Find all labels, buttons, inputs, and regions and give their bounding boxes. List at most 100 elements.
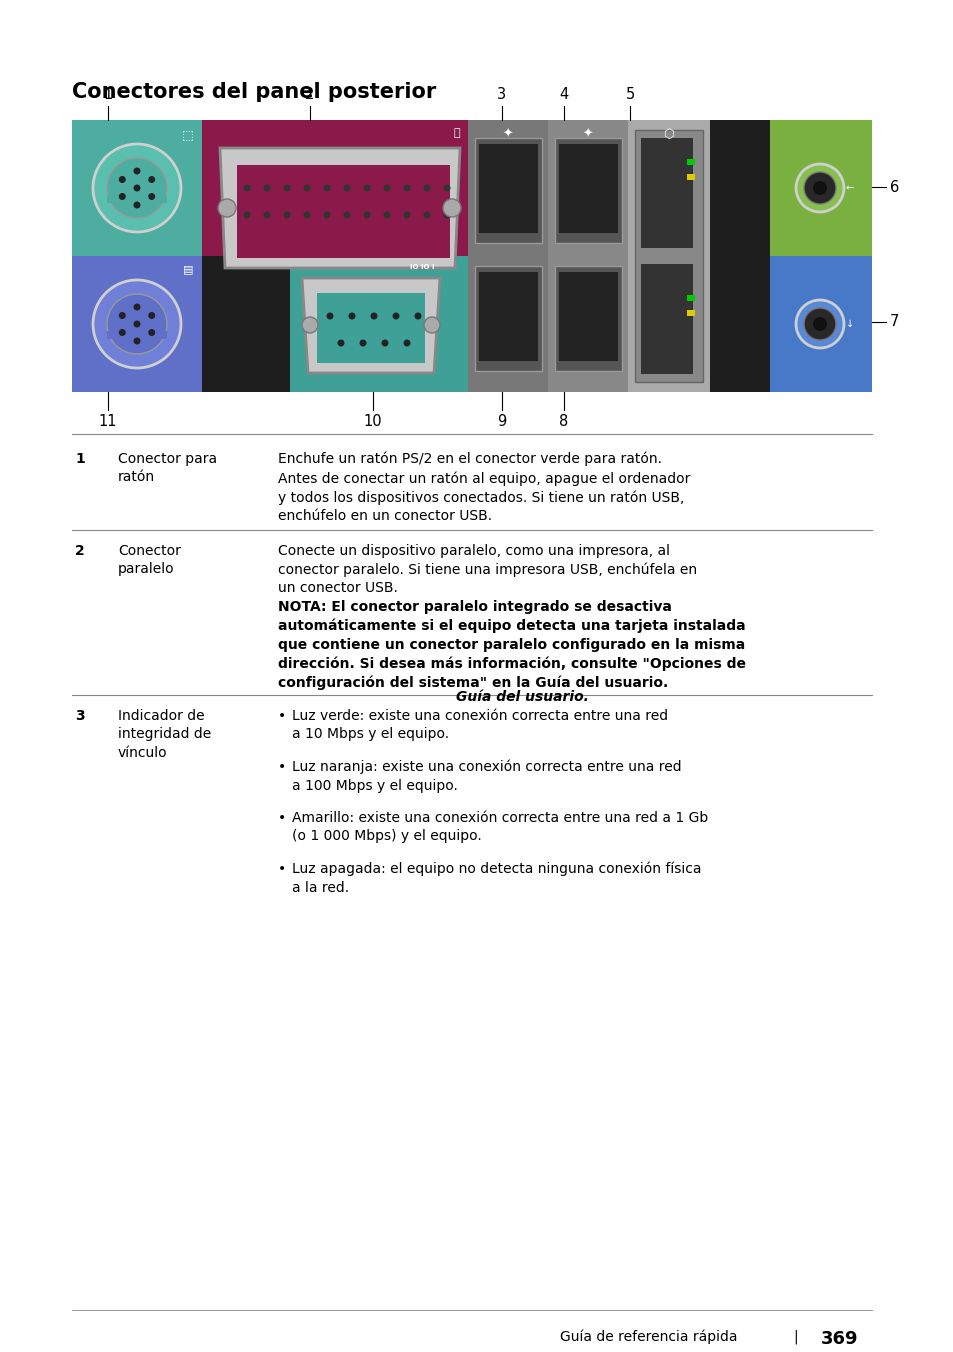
Circle shape [343,184,350,192]
Text: 7: 7 [889,315,899,330]
Polygon shape [220,147,459,268]
Text: ▤: ▤ [183,264,193,274]
Circle shape [92,145,181,233]
Text: Indicador de
integridad de
vínculo: Indicador de integridad de vínculo [118,708,211,760]
Circle shape [803,308,835,339]
Circle shape [119,176,126,183]
Text: Conectores del panel posterior: Conectores del panel posterior [71,82,436,101]
Circle shape [243,211,251,219]
Text: ✦: ✦ [502,128,513,141]
Bar [635,130,702,383]
Circle shape [119,193,126,200]
Circle shape [812,181,826,195]
Circle shape [283,211,291,219]
Circle shape [148,329,155,337]
Text: IO IO I: IO IO I [410,264,435,270]
Bar [107,195,167,203]
Circle shape [423,316,439,333]
Text: •: • [277,708,286,723]
Circle shape [403,184,410,192]
Circle shape [383,211,390,219]
Bar [627,120,709,392]
Bar [686,310,695,316]
Text: Enchufe un ratón PS/2 en el conector verde para ratón.
Antes de conectar un rató: Enchufe un ratón PS/2 en el conector ver… [277,452,690,523]
Circle shape [92,280,181,368]
Circle shape [370,312,377,319]
Text: •: • [277,861,286,876]
Bar [555,266,621,370]
Bar [71,256,202,392]
Bar [475,266,541,370]
Bar [769,120,871,256]
Text: 1: 1 [75,452,85,466]
Text: Luz apagada: el equipo no detecta ninguna conexión física
a la red.: Luz apagada: el equipo no detecta ningun… [292,861,700,895]
Circle shape [218,199,235,218]
Text: Conector
paralelo: Conector paralelo [118,544,181,576]
Circle shape [263,211,271,219]
Circle shape [148,312,155,319]
Circle shape [363,184,370,192]
Bar [107,331,167,339]
Bar [686,295,695,301]
Text: |: | [793,1330,798,1344]
Circle shape [795,300,843,347]
Circle shape [443,184,450,192]
Text: Amarillo: existe una conexión correcta entre una red a 1 Gb
(o 1 000 Mbps) y el : Amarillo: existe una conexión correcta e… [292,811,707,844]
Text: 11: 11 [99,414,117,429]
Text: 4: 4 [558,87,568,101]
Circle shape [363,211,370,219]
Circle shape [803,172,835,204]
Bar [202,256,290,392]
Polygon shape [302,279,439,373]
Circle shape [133,184,140,192]
Circle shape [133,168,140,174]
Text: Luz verde: existe una conexión correcta entre una red
a 10 Mbps y el equipo.: Luz verde: existe una conexión correcta … [292,708,667,741]
Bar [468,120,547,392]
Text: 3: 3 [75,708,85,723]
Text: 5: 5 [625,87,634,101]
Bar [558,272,618,361]
Circle shape [381,339,388,346]
Text: 8: 8 [558,414,568,429]
Bar [709,120,769,392]
Circle shape [403,211,410,219]
Text: ✦: ✦ [582,128,593,141]
Circle shape [359,339,366,346]
Circle shape [323,211,330,219]
Circle shape [119,329,126,337]
Bar [640,264,692,375]
Bar [686,174,695,180]
Circle shape [326,312,334,319]
Text: 2: 2 [75,544,85,558]
Text: Conector para
ratón: Conector para ratón [118,452,217,484]
Circle shape [343,211,350,219]
Circle shape [423,184,430,192]
Text: NOTA: El conector paralelo integrado se desactiva
automáticamente si el equipo d: NOTA: El conector paralelo integrado se … [277,600,745,690]
Circle shape [302,316,317,333]
Bar [547,120,627,392]
Bar [475,138,541,243]
Text: 3: 3 [497,87,506,101]
Circle shape [133,338,140,345]
Bar [478,272,537,361]
Bar [558,145,618,233]
Text: ↓: ↓ [845,319,853,329]
Circle shape [348,312,355,319]
Bar [686,160,695,165]
Circle shape [133,201,140,208]
Circle shape [795,164,843,212]
Circle shape [392,312,399,319]
Text: Luz naranja: existe una conexión correcta entre una red
a 100 Mbps y el equipo.: Luz naranja: existe una conexión correct… [292,760,680,792]
Circle shape [133,303,140,311]
Bar [640,138,692,247]
Text: 🖨: 🖨 [453,128,459,138]
Circle shape [148,176,155,183]
Bar [316,293,424,362]
Bar [236,165,450,258]
Bar [71,120,202,256]
Text: 1: 1 [103,87,112,101]
Circle shape [303,184,310,192]
Text: 369: 369 [821,1330,858,1348]
Circle shape [148,193,155,200]
Bar [555,138,621,243]
